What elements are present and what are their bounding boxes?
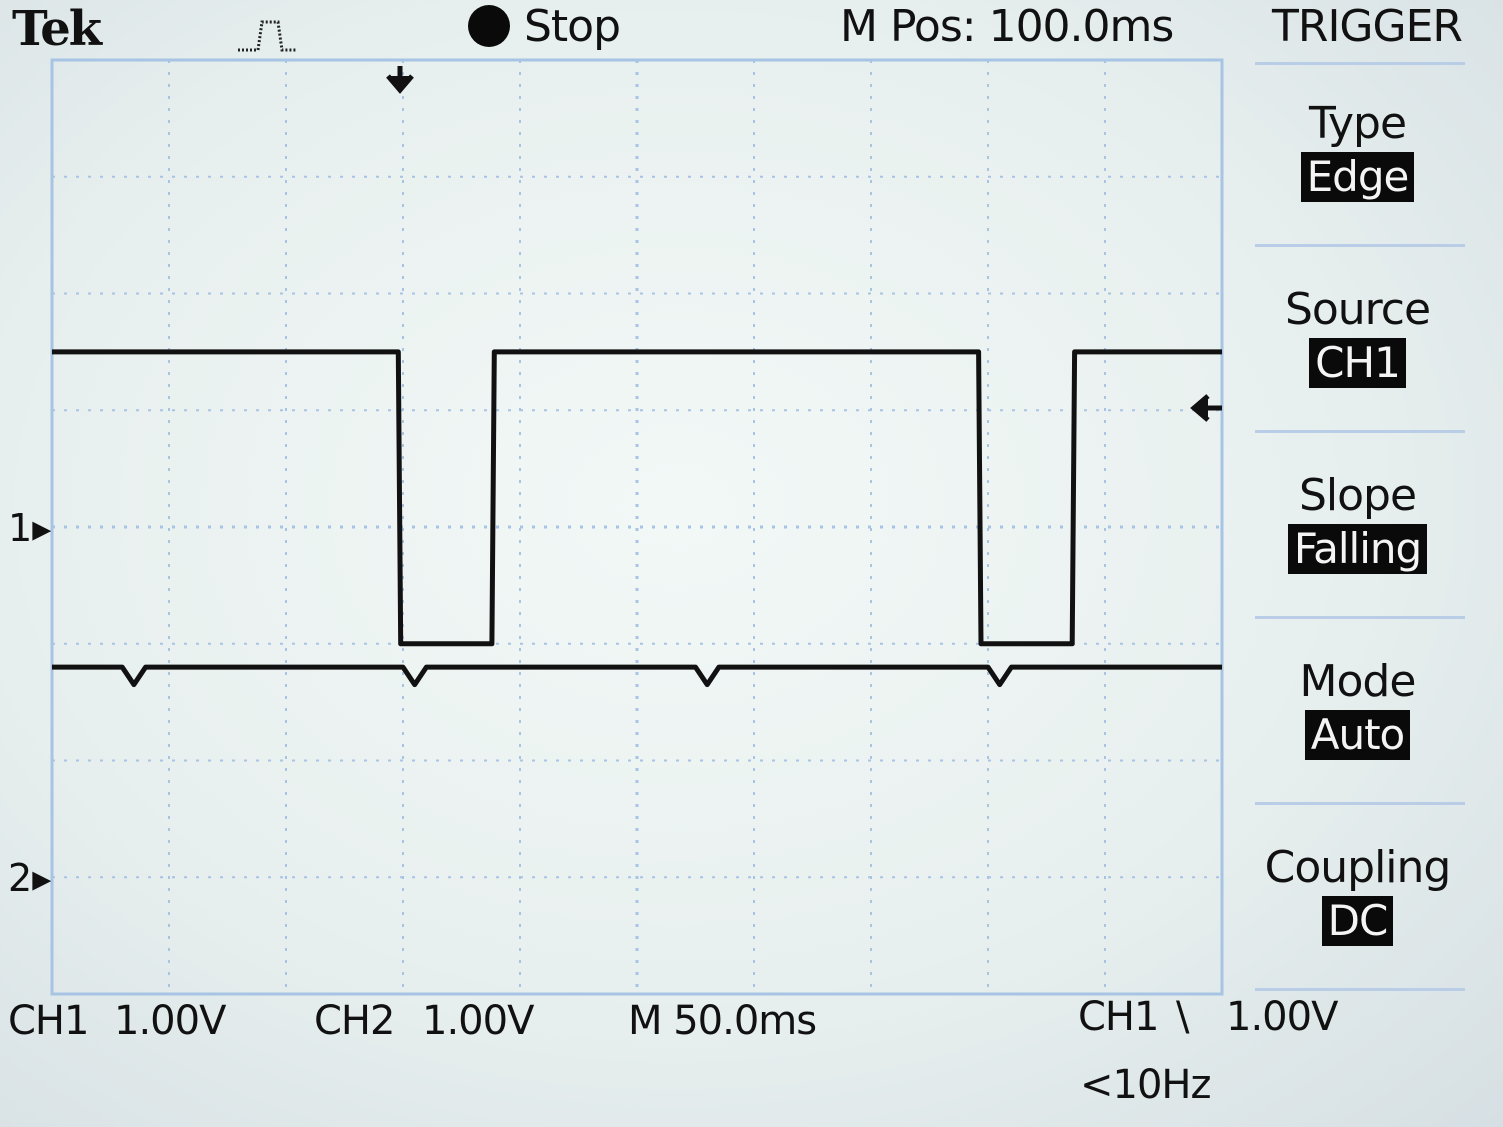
trigger-level-readout: 1.00V — [1226, 994, 1338, 1040]
acquisition-state-label: Stop — [524, 1, 621, 52]
m-position-readout: M Pos: 100.0ms — [840, 1, 1174, 52]
menu-mode-label: Mode — [1299, 656, 1417, 707]
menu-coupling[interactable]: Coupling DC — [1250, 842, 1465, 946]
graticule — [50, 58, 1224, 996]
ch1-scale: 1.00V — [114, 998, 226, 1044]
menu-coupling-label: Coupling — [1264, 842, 1452, 893]
brand-logo: Tek — [12, 1, 102, 57]
trigger-source-readout: CH1 — [1078, 994, 1159, 1040]
menu-slope-value: Falling — [1287, 524, 1428, 574]
menu-separator — [1255, 616, 1465, 619]
acquisition-state: Stop — [468, 1, 621, 52]
menu-type-label: Type — [1308, 98, 1407, 149]
ch1-ground-marker: 1▸ — [8, 506, 52, 550]
ch1-label: CH1 — [8, 998, 89, 1044]
ch2-scale: 1.00V — [422, 998, 534, 1044]
traces — [52, 349, 1222, 688]
menu-source[interactable]: Source CH1 — [1250, 284, 1465, 388]
menu-separator — [1255, 430, 1465, 433]
pulse-icon — [238, 20, 296, 52]
menu-separator — [1255, 244, 1465, 247]
menu-separator — [1255, 988, 1465, 991]
ch1-trace — [52, 349, 1222, 647]
menu-mode[interactable]: Mode Auto — [1250, 656, 1465, 760]
menu-source-value: CH1 — [1309, 338, 1406, 388]
ch2-label: CH2 — [314, 998, 395, 1044]
menu-type[interactable]: Type Edge — [1250, 98, 1465, 202]
menu-title: TRIGGER — [1272, 1, 1463, 52]
menu-type-value: Edge — [1300, 152, 1415, 202]
trigger-position-arrow-icon — [386, 66, 414, 94]
trigger-level-arrow-icon — [1190, 394, 1222, 422]
menu-source-label: Source — [1284, 284, 1431, 335]
timebase-readout: M 50.0ms — [628, 998, 817, 1044]
menu-separator — [1255, 62, 1465, 65]
menu-coupling-value: DC — [1321, 896, 1394, 946]
menu-mode-value: Auto — [1304, 710, 1411, 760]
ch2-trace — [52, 664, 1222, 688]
menu-separator — [1255, 802, 1465, 805]
frequency-readout: <10Hz — [1080, 1062, 1211, 1108]
stop-dot-icon — [468, 5, 510, 47]
menu-slope[interactable]: Slope Falling — [1250, 470, 1465, 574]
ch2-ground-marker: 2▸ — [8, 856, 52, 900]
falling-slope-icon: \ — [1176, 994, 1190, 1040]
menu-slope-label: Slope — [1298, 470, 1417, 521]
